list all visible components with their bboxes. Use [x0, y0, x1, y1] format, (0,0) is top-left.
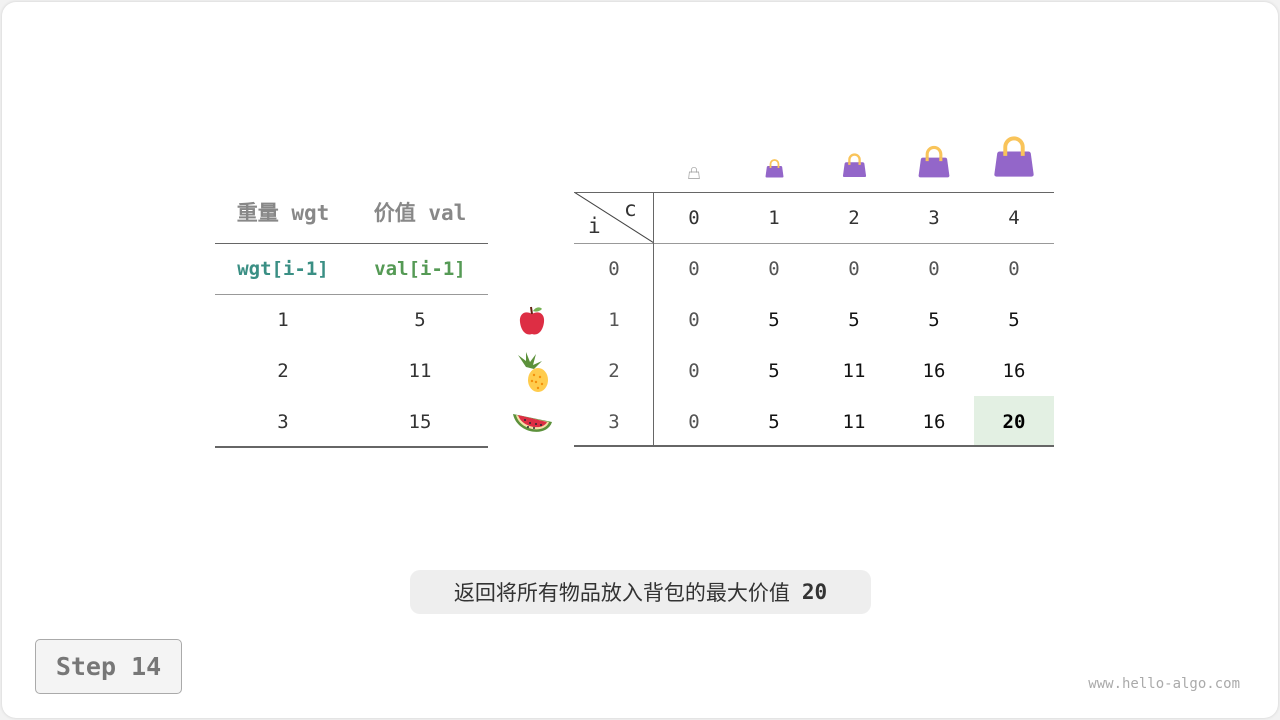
dp-cell: 20	[974, 396, 1054, 447]
column-header: 价值 val	[373, 200, 467, 225]
dp-cell: 16	[922, 410, 946, 433]
dp-cell: 5	[768, 410, 780, 433]
pineapple-icon	[510, 350, 554, 394]
dp-cell: 5	[1008, 308, 1020, 331]
row-header: 2	[608, 359, 620, 382]
row-header: 0	[608, 257, 620, 280]
watermelon-icon	[510, 401, 554, 445]
dp-cell: 16	[922, 359, 946, 382]
row-header: 3	[608, 410, 620, 433]
row-axis-label: i	[588, 214, 601, 238]
col-axis-label: c	[624, 197, 637, 221]
step-badge: Step 14	[35, 639, 182, 694]
dp-cell: 0	[688, 410, 700, 433]
item-cell: 5	[414, 308, 426, 331]
bag-icon	[916, 144, 952, 178]
divider	[215, 294, 488, 295]
col-header: 3	[928, 206, 940, 229]
dp-cell: 0	[1008, 257, 1020, 280]
dp-cell: 0	[688, 257, 700, 280]
divider	[215, 243, 488, 244]
col-header: 4	[1008, 206, 1020, 229]
column-subheader: val[i-1]	[374, 257, 466, 280]
dp-cell: 0	[688, 359, 700, 382]
dp-cell: 0	[688, 308, 700, 331]
dp-cell: 0	[928, 257, 940, 280]
item-cell: 11	[408, 359, 432, 382]
dp-cell: 0	[848, 257, 860, 280]
dp-cell: 11	[842, 359, 866, 382]
item-cell: 3	[277, 410, 289, 433]
bag-icon	[991, 134, 1037, 178]
divider	[574, 445, 1054, 447]
divider	[215, 446, 488, 448]
dp-cell: 0	[768, 257, 780, 280]
bag-icon	[687, 165, 701, 180]
col-header: 1	[768, 206, 780, 229]
dp-cell: 5	[928, 308, 940, 331]
divider	[574, 243, 1054, 244]
bag-icon	[841, 152, 868, 178]
item-cell: 15	[408, 410, 432, 433]
watermark: www.hello-algo.com	[1088, 676, 1240, 692]
column-subheader: wgt[i-1]	[237, 257, 329, 280]
col-header: 0	[688, 206, 700, 229]
dp-cell: 11	[842, 410, 866, 433]
caption-value: 20	[801, 580, 828, 604]
dp-cell: 5	[848, 308, 860, 331]
column-header: 重量 wgt	[236, 200, 330, 225]
dp-cell: 16	[1002, 359, 1026, 382]
bag-icon	[764, 158, 785, 178]
row-header: 1	[608, 308, 620, 331]
col-header: 2	[848, 206, 860, 229]
item-cell: 2	[277, 359, 289, 382]
divider	[653, 192, 654, 446]
dp-cell: 5	[768, 308, 780, 331]
item-cell: 1	[277, 308, 289, 331]
divider	[574, 192, 1054, 193]
caption-box: 返回将所有物品放入背包的最大价值 20	[410, 570, 871, 614]
dp-cell: 5	[768, 359, 780, 382]
apple-icon	[510, 299, 554, 343]
caption-text: 返回将所有物品放入背包的最大价值	[453, 581, 790, 605]
